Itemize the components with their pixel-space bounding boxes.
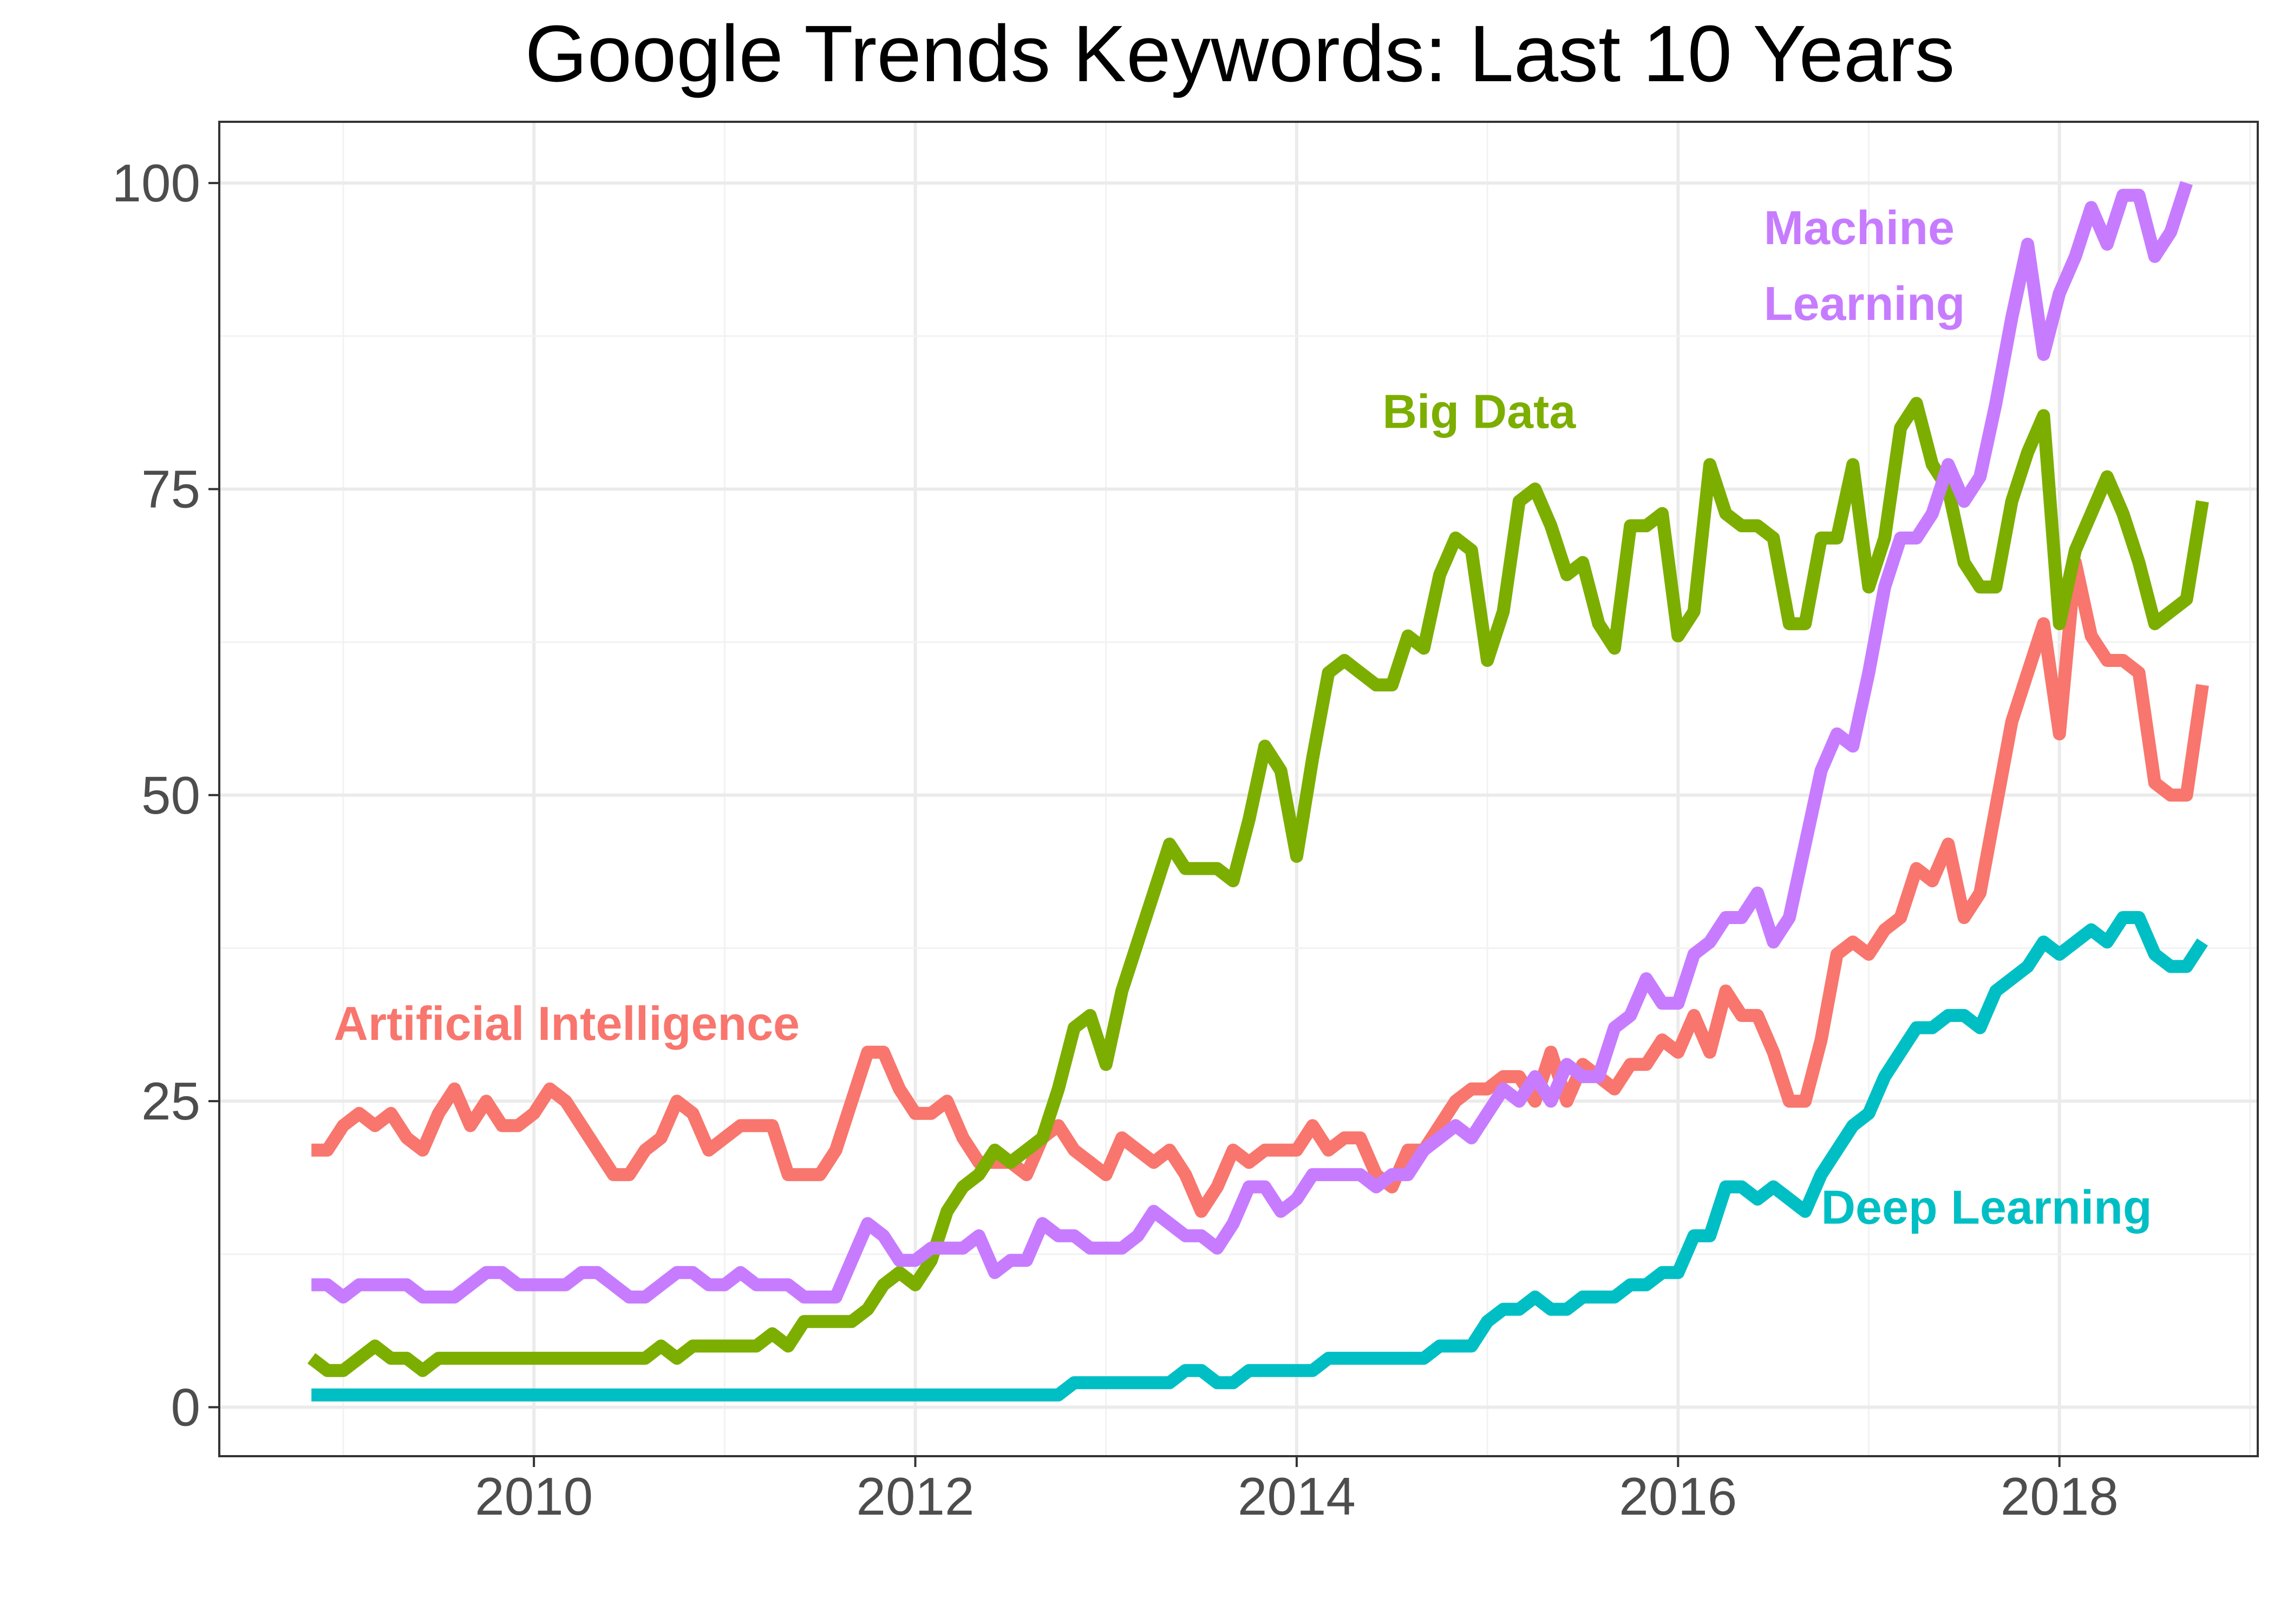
series-label-machine-learning: Machine Learning	[1764, 201, 1965, 330]
x-tick-label: 2018	[2001, 1466, 2119, 1526]
series-line-big-data	[307, 397, 2209, 1377]
x-tick-label: 2014	[1238, 1466, 1356, 1526]
grid	[219, 122, 2258, 1456]
y-tick-label: 100	[112, 153, 200, 213]
series-line-machine-learning	[311, 181, 2193, 1304]
series-labels: Artificial Intelligence Big Data Machine Le…	[334, 201, 2152, 1234]
y-tick-label: 50	[141, 765, 200, 825]
x-tick-label: 2012	[857, 1466, 975, 1526]
series-line-artificial-intelligence	[311, 556, 2209, 1218]
chart-title: Google Trends Keywords: Last 10 Years	[525, 9, 1955, 99]
series-label-deep-learning: Deep Learning	[1821, 1180, 2152, 1234]
series-label-big-data: Big Data	[1382, 384, 1576, 438]
y-tick-label: 75	[141, 459, 200, 519]
series-line-deep-learning	[311, 911, 2208, 1402]
y-tick-label: 0	[171, 1378, 200, 1437]
x-tick-label: 2010	[475, 1466, 593, 1526]
series-label-artificial-intelligence: Artificial Intelligence	[334, 997, 800, 1050]
plot-panel-border	[218, 121, 2259, 1457]
series-lines	[307, 181, 2209, 1402]
y-tick-label: 25	[141, 1071, 200, 1131]
x-tick-label: 2016	[1619, 1466, 1737, 1526]
axes: 2010 2012 2014 2016 2018 0 25 50 75 100	[112, 153, 2118, 1526]
